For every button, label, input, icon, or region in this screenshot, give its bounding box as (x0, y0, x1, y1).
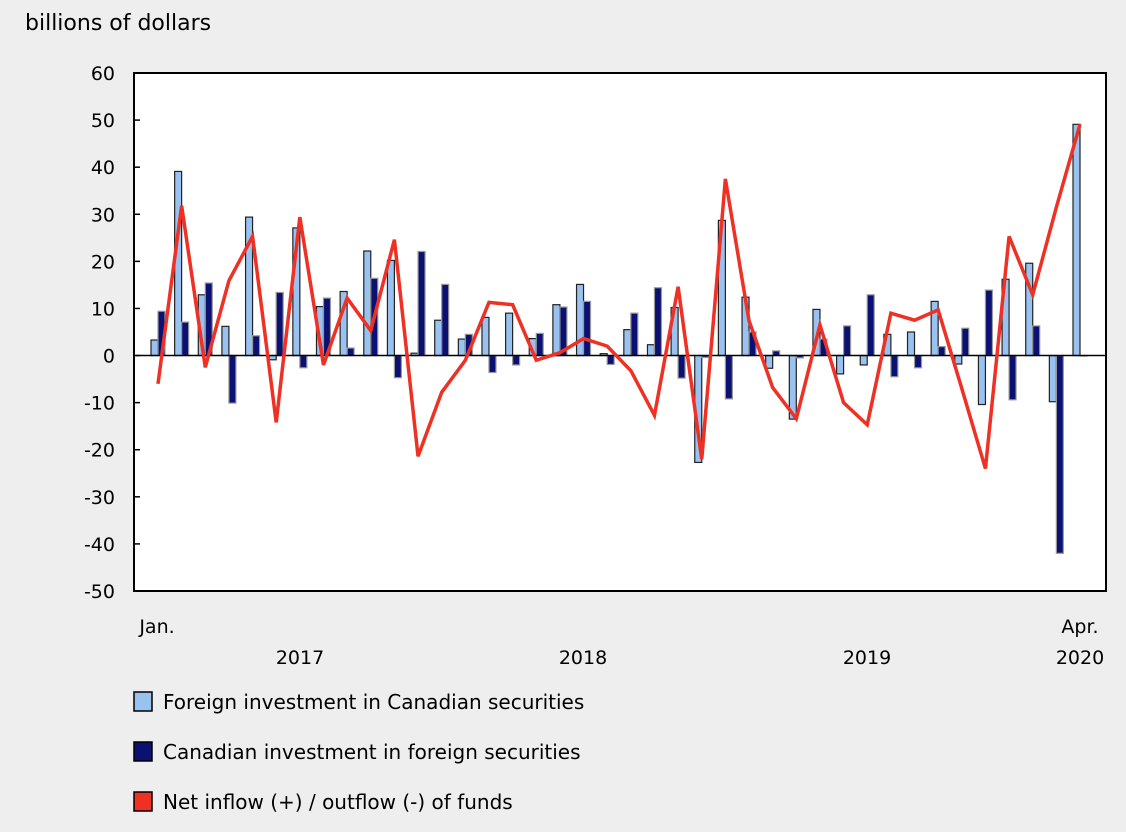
bar-canadian-investment (512, 354, 521, 366)
bar-canadian-investment (181, 321, 190, 357)
bar-canadian-investment (393, 354, 403, 379)
legend: Foreign investment in Canadian securitie… (133, 690, 584, 814)
bar-foreign-investment (906, 331, 916, 357)
y-tick-label: 50 (91, 110, 115, 132)
bar-foreign-investment (505, 312, 514, 357)
bar-canadian-investment (251, 335, 261, 357)
y-tick-label: -40 (84, 534, 115, 556)
bar-foreign-investment (221, 325, 230, 357)
bar-canadian-investment (441, 283, 450, 357)
legend-item-foreign: Foreign investment in Canadian securitie… (133, 690, 584, 714)
legend-swatch-net (133, 791, 153, 812)
bar-foreign-investment (1048, 354, 1057, 403)
x-axis: Jan. Apr. 2017 2018 2019 2020 (138, 616, 1104, 669)
bar-foreign-investment (552, 304, 561, 357)
y-tick-label: 0 (103, 346, 115, 368)
bar-canadian-investment (724, 354, 733, 400)
bar-foreign-investment (457, 338, 466, 357)
y-tick-label: -10 (84, 393, 115, 415)
bar-foreign-investment (646, 344, 656, 357)
bar-canadian-investment (417, 250, 426, 357)
legend-item-net: Net inflow (+) / outflow (-) of funds (133, 790, 513, 814)
bar-canadian-investment (275, 291, 284, 357)
bar-canadian-investment (890, 354, 899, 378)
y-tick-label: 10 (91, 298, 115, 320)
bar-foreign-investment (150, 339, 159, 357)
legend-label-net: Net inflow (+) / outflow (-) of funds (163, 790, 513, 814)
bar-foreign-investment (977, 354, 987, 406)
legend-swatch-canadian (133, 741, 153, 762)
y-tick-label: 60 (91, 63, 115, 85)
bar-canadian-investment (653, 287, 663, 357)
bar-canadian-investment (582, 300, 592, 357)
bar-canadian-investment (606, 354, 615, 366)
y-tick-label: 20 (91, 251, 115, 273)
y-tick-label: -20 (84, 440, 115, 462)
legend-label-foreign: Foreign investment in Canadian securitie… (163, 690, 584, 714)
bar-canadian-investment (228, 354, 237, 404)
bar-canadian-investment (346, 347, 355, 357)
bar-foreign-investment (434, 319, 443, 357)
bar-canadian-investment (984, 289, 994, 357)
year-label-2018: 2018 (559, 647, 607, 669)
bar-foreign-investment (1072, 123, 1081, 357)
y-axis-title: billions of dollars (25, 11, 211, 36)
bar-canadian-investment (937, 345, 946, 357)
year-label-2019: 2019 (843, 647, 891, 669)
legend-item-canadian: Canadian investment in foreign securitie… (133, 740, 581, 764)
bar-canadian-investment (299, 354, 308, 369)
y-tick-label: -30 (84, 487, 115, 509)
bar-canadian-investment (842, 325, 852, 357)
bar-canadian-investment (1055, 354, 1064, 554)
bar-foreign-investment (835, 354, 845, 375)
bar-foreign-investment (575, 283, 585, 357)
bar-foreign-investment (623, 329, 632, 357)
x-start-label: Jan. (138, 616, 174, 638)
bar-canadian-investment (913, 354, 923, 369)
bar-canadian-investment (1032, 325, 1041, 357)
bar-canadian-investment (677, 354, 686, 379)
bar-canadian-investment (866, 294, 875, 357)
y-tick-label: 40 (91, 157, 115, 179)
bar-foreign-investment (363, 250, 372, 357)
year-label-2017: 2017 (276, 647, 324, 669)
bar-canadian-investment (488, 354, 497, 374)
y-tick-label: -50 (84, 581, 115, 603)
x-end-label: Apr. (1061, 616, 1098, 638)
year-label-2020: 2020 (1056, 647, 1104, 669)
y-tick-label: 30 (91, 204, 115, 226)
bar-foreign-investment (386, 259, 396, 357)
legend-swatch-foreign (133, 691, 153, 712)
net-flow-line (156, 123, 1082, 470)
bar-foreign-investment (859, 354, 868, 366)
bar-foreign-investment (481, 316, 490, 357)
bar-canadian-investment (630, 312, 639, 357)
y-axis: 60 50 40 30 20 10 0 -10 -20 -30 -40 -50 (84, 63, 140, 603)
bar-canadian-investment (535, 332, 544, 357)
bar-canadian-investment (961, 327, 970, 357)
bar-canadian-investment (1008, 354, 1017, 401)
legend-label-canadian: Canadian investment in foreign securitie… (163, 740, 581, 764)
